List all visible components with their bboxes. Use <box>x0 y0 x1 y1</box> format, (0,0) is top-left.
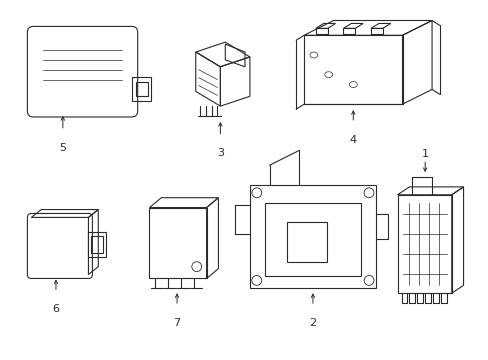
Text: 2: 2 <box>309 318 316 328</box>
Text: 5: 5 <box>59 143 66 153</box>
Text: 6: 6 <box>52 304 60 314</box>
Text: 3: 3 <box>217 148 224 158</box>
Text: 4: 4 <box>349 135 356 145</box>
Text: 7: 7 <box>173 318 180 328</box>
Text: 1: 1 <box>421 149 428 159</box>
